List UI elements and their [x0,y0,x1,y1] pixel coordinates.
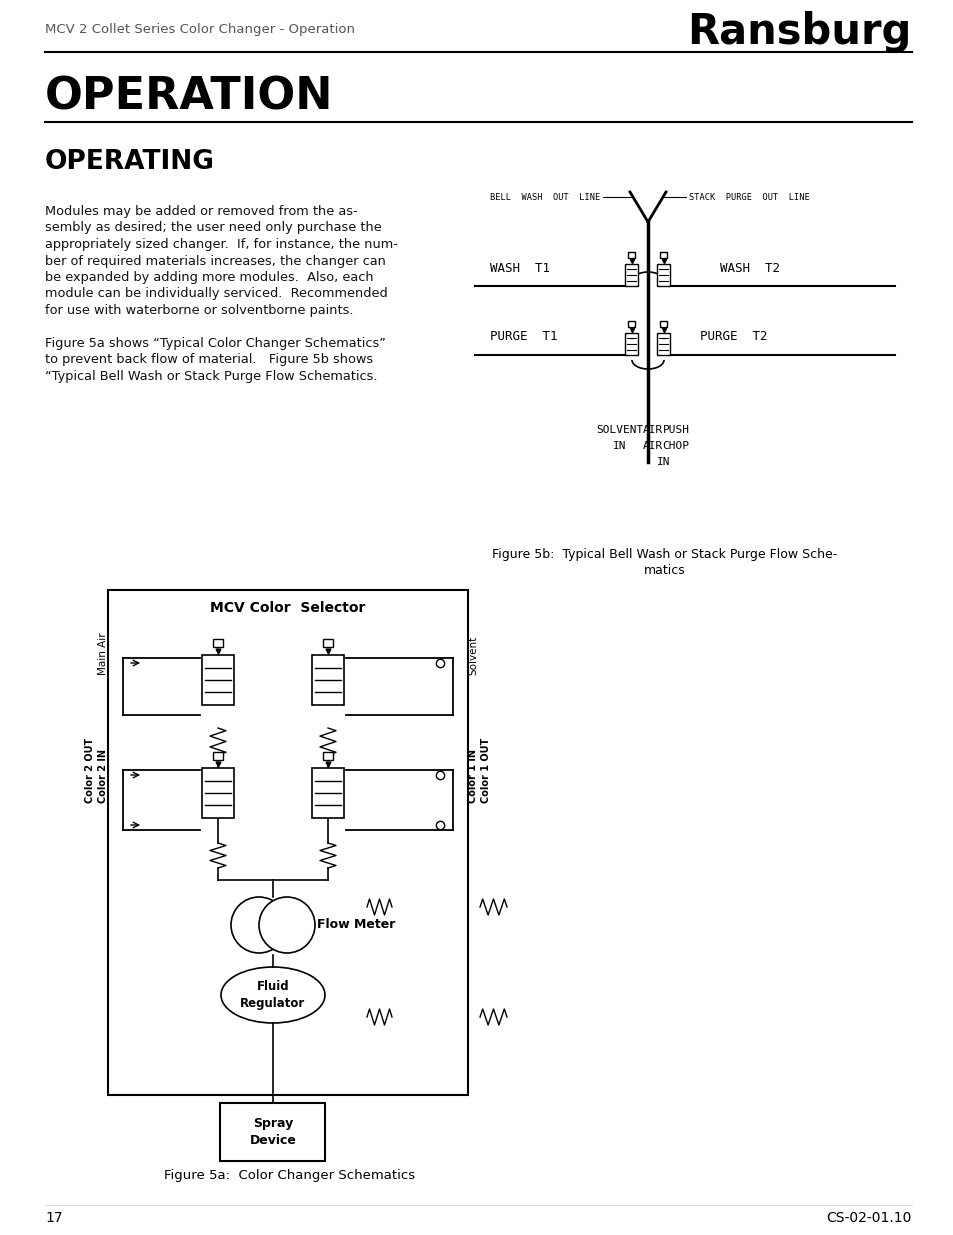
Text: Color 2 OUT: Color 2 OUT [85,737,95,803]
Text: CHOP: CHOP [661,441,689,451]
Text: 17: 17 [45,1212,63,1225]
Bar [657,333,670,354]
Text: Spray
Device: Spray Device [250,1116,296,1147]
Text: STACK  PURGE  OUT  LINE: STACK PURGE OUT LINE [688,193,809,201]
Text: Flow Meter: Flow Meter [316,919,395,931]
Text: Figure 5a:  Color Changer Schematics: Figure 5a: Color Changer Schematics [164,1168,416,1182]
Text: Modules may be added or removed from the as-: Modules may be added or removed from the… [45,205,357,219]
Text: sembly as desired; the user need only purchase the: sembly as desired; the user need only pu… [45,221,381,235]
Text: AIR: AIR [642,425,662,435]
Text: Figure 5a shows “Typical Color Changer Schematics”: Figure 5a shows “Typical Color Changer S… [45,337,385,350]
Text: PURGE  T1: PURGE T1 [490,331,557,343]
Circle shape [258,897,314,953]
Bar [659,252,667,258]
Bar [213,752,223,760]
Bar [202,768,233,818]
Text: MCV 2 Collet Series Color Changer - Operation: MCV 2 Collet Series Color Changer - Oper… [45,23,355,37]
Text: Fluid
Regulator: Fluid Regulator [240,981,305,1010]
Bar [657,264,670,287]
Text: appropriately sized changer.  If, for instance, the num-: appropriately sized changer. If, for ins… [45,238,397,251]
Text: Main Air: Main Air [98,632,108,676]
Bar [628,252,635,258]
Text: Color 2 IN: Color 2 IN [98,748,108,803]
Text: for use with waterborne or solventborne paints.: for use with waterborne or solventborne … [45,304,354,317]
Bar [659,321,667,327]
Text: CS-02-01.10: CS-02-01.10 [825,1212,911,1225]
Ellipse shape [221,967,325,1023]
Text: PURGE  T2: PURGE T2 [700,331,767,343]
Text: Color 1 OUT: Color 1 OUT [480,737,491,803]
Text: PUSH: PUSH [661,425,689,435]
Text: Solvent: Solvent [468,636,477,676]
Text: OPERATING: OPERATING [45,149,214,175]
Bar [220,1103,325,1161]
Text: be expanded by adding more modules.  Also, each: be expanded by adding more modules. Also… [45,270,374,284]
Text: BELL  WASH  OUT  LINE: BELL WASH OUT LINE [489,193,599,201]
Text: WASH  T2: WASH T2 [720,262,780,274]
Circle shape [231,897,287,953]
Text: to prevent back flow of material.   Figure 5b shows: to prevent back flow of material. Figure… [45,353,373,367]
Bar [625,264,638,287]
Bar [202,655,233,705]
Bar [628,321,635,327]
Text: OPERATION: OPERATION [45,75,334,119]
Text: AIR: AIR [642,441,662,451]
Text: MCV Color  Selector: MCV Color Selector [210,601,365,615]
Bar [625,333,638,354]
Bar [323,752,333,760]
Text: Ransburg: Ransburg [687,11,911,53]
Text: IN: IN [613,441,626,451]
Text: matics: matics [643,564,685,577]
Text: ber of required materials increases, the changer can: ber of required materials increases, the… [45,254,385,268]
Bar [312,655,344,705]
Bar [213,638,223,647]
Text: Figure 5b:  Typical Bell Wash or Stack Purge Flow Sche-: Figure 5b: Typical Bell Wash or Stack Pu… [492,548,837,561]
Text: “Typical Bell Wash or Stack Purge Flow Schematics.: “Typical Bell Wash or Stack Purge Flow S… [45,370,377,383]
Bar [108,590,468,1095]
Text: IN: IN [657,457,670,467]
Bar [312,768,344,818]
Text: module can be individually serviced.  Recommended: module can be individually serviced. Rec… [45,288,387,300]
Text: WASH  T1: WASH T1 [490,262,550,274]
Bar [323,638,333,647]
Text: Color 1 IN: Color 1 IN [468,748,477,803]
Text: SOLVENT: SOLVENT [596,425,643,435]
